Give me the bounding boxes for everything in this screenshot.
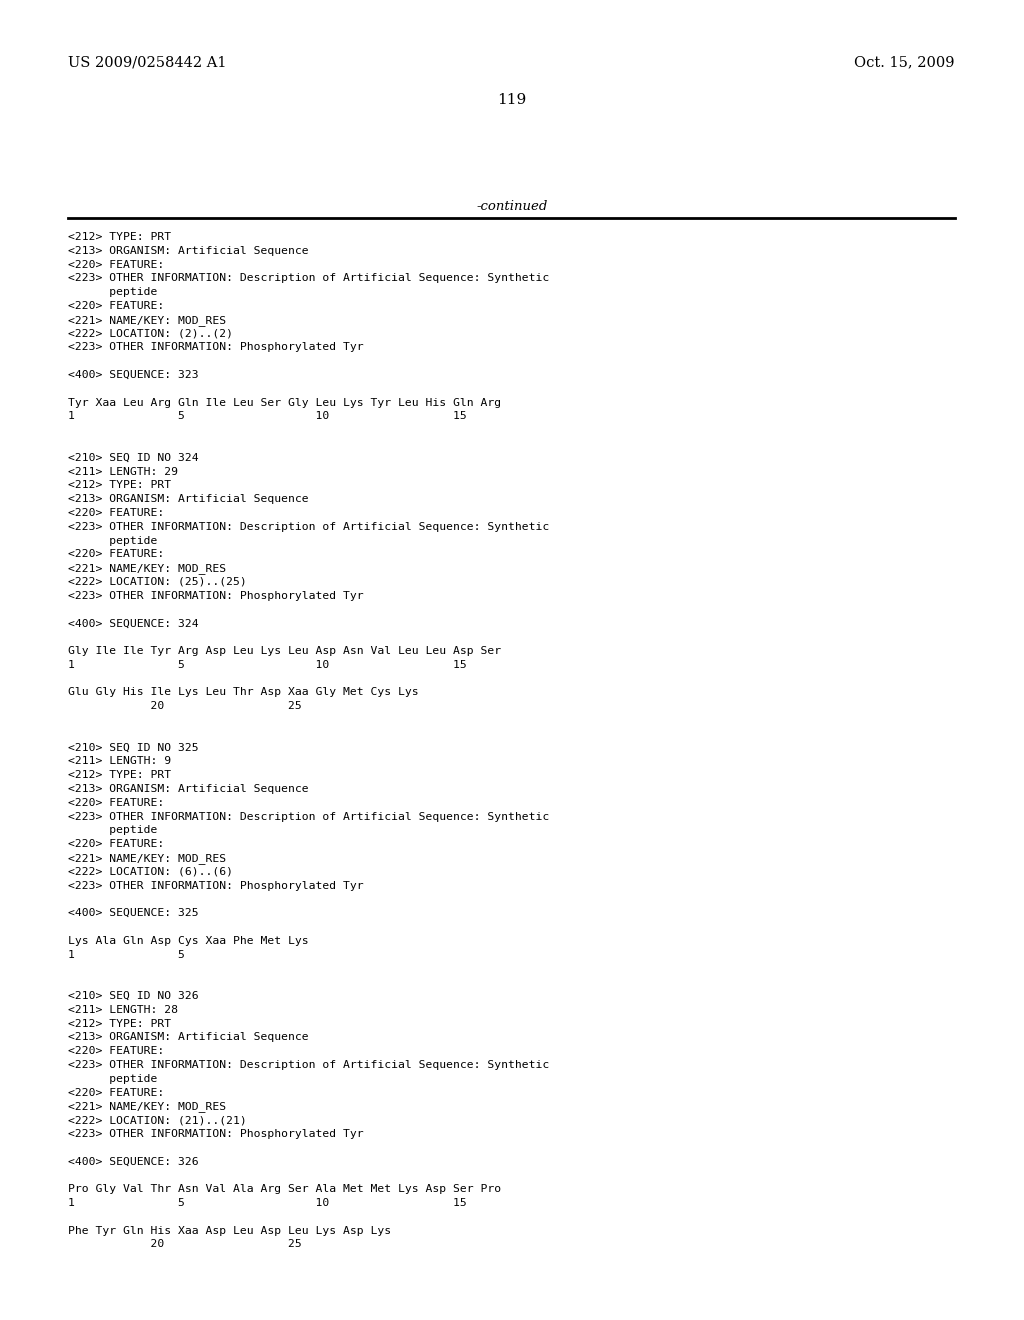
Text: <400> SEQUENCE: 324: <400> SEQUENCE: 324 bbox=[68, 618, 199, 628]
Text: <220> FEATURE:: <220> FEATURE: bbox=[68, 840, 164, 849]
Text: <211> LENGTH: 9: <211> LENGTH: 9 bbox=[68, 756, 171, 767]
Text: Gly Ile Ile Tyr Arg Asp Leu Lys Leu Asp Asn Val Leu Leu Asp Ser: Gly Ile Ile Tyr Arg Asp Leu Lys Leu Asp … bbox=[68, 645, 501, 656]
Text: <212> TYPE: PRT: <212> TYPE: PRT bbox=[68, 1019, 171, 1028]
Text: <222> LOCATION: (21)..(21): <222> LOCATION: (21)..(21) bbox=[68, 1115, 247, 1125]
Text: 1               5                   10                  15: 1 5 10 15 bbox=[68, 412, 467, 421]
Text: <211> LENGTH: 29: <211> LENGTH: 29 bbox=[68, 466, 178, 477]
Text: <213> ORGANISM: Artificial Sequence: <213> ORGANISM: Artificial Sequence bbox=[68, 1032, 308, 1043]
Text: <400> SEQUENCE: 325: <400> SEQUENCE: 325 bbox=[68, 908, 199, 919]
Text: Lys Ala Gln Asp Cys Xaa Phe Met Lys: Lys Ala Gln Asp Cys Xaa Phe Met Lys bbox=[68, 936, 308, 946]
Text: <400> SEQUENCE: 323: <400> SEQUENCE: 323 bbox=[68, 370, 199, 380]
Text: <211> LENGTH: 28: <211> LENGTH: 28 bbox=[68, 1005, 178, 1015]
Text: <221> NAME/KEY: MOD_RES: <221> NAME/KEY: MOD_RES bbox=[68, 1101, 226, 1113]
Text: <220> FEATURE:: <220> FEATURE: bbox=[68, 549, 164, 560]
Text: <213> ORGANISM: Artificial Sequence: <213> ORGANISM: Artificial Sequence bbox=[68, 784, 308, 795]
Text: Glu Gly His Ile Lys Leu Thr Asp Xaa Gly Met Cys Lys: Glu Gly His Ile Lys Leu Thr Asp Xaa Gly … bbox=[68, 688, 419, 697]
Text: US 2009/0258442 A1: US 2009/0258442 A1 bbox=[68, 55, 226, 69]
Text: <223> OTHER INFORMATION: Description of Artificial Sequence: Synthetic: <223> OTHER INFORMATION: Description of … bbox=[68, 1060, 549, 1071]
Text: <223> OTHER INFORMATION: Phosphorylated Tyr: <223> OTHER INFORMATION: Phosphorylated … bbox=[68, 1129, 364, 1139]
Text: <220> FEATURE:: <220> FEATURE: bbox=[68, 1088, 164, 1098]
Text: <222> LOCATION: (2)..(2): <222> LOCATION: (2)..(2) bbox=[68, 329, 233, 339]
Text: <213> ORGANISM: Artificial Sequence: <213> ORGANISM: Artificial Sequence bbox=[68, 494, 308, 504]
Text: peptide: peptide bbox=[68, 1073, 158, 1084]
Text: 20                  25: 20 25 bbox=[68, 1239, 302, 1250]
Text: 119: 119 bbox=[498, 92, 526, 107]
Text: <213> ORGANISM: Artificial Sequence: <213> ORGANISM: Artificial Sequence bbox=[68, 246, 308, 256]
Text: <212> TYPE: PRT: <212> TYPE: PRT bbox=[68, 232, 171, 242]
Text: peptide: peptide bbox=[68, 536, 158, 545]
Text: <212> TYPE: PRT: <212> TYPE: PRT bbox=[68, 480, 171, 491]
Text: <223> OTHER INFORMATION: Phosphorylated Tyr: <223> OTHER INFORMATION: Phosphorylated … bbox=[68, 880, 364, 891]
Text: <223> OTHER INFORMATION: Description of Artificial Sequence: Synthetic: <223> OTHER INFORMATION: Description of … bbox=[68, 521, 549, 532]
Text: <222> LOCATION: (25)..(25): <222> LOCATION: (25)..(25) bbox=[68, 577, 247, 587]
Text: <212> TYPE: PRT: <212> TYPE: PRT bbox=[68, 770, 171, 780]
Text: 1               5: 1 5 bbox=[68, 949, 185, 960]
Text: peptide: peptide bbox=[68, 288, 158, 297]
Text: <220> FEATURE:: <220> FEATURE: bbox=[68, 1047, 164, 1056]
Text: <223> OTHER INFORMATION: Phosphorylated Tyr: <223> OTHER INFORMATION: Phosphorylated … bbox=[68, 591, 364, 601]
Text: Phe Tyr Gln His Xaa Asp Leu Asp Leu Lys Asp Lys: Phe Tyr Gln His Xaa Asp Leu Asp Leu Lys … bbox=[68, 1225, 391, 1236]
Text: Tyr Xaa Leu Arg Gln Ile Leu Ser Gly Leu Lys Tyr Leu His Gln Arg: Tyr Xaa Leu Arg Gln Ile Leu Ser Gly Leu … bbox=[68, 397, 501, 408]
Text: <223> OTHER INFORMATION: Phosphorylated Tyr: <223> OTHER INFORMATION: Phosphorylated … bbox=[68, 342, 364, 352]
Text: -continued: -continued bbox=[476, 201, 548, 213]
Text: <221> NAME/KEY: MOD_RES: <221> NAME/KEY: MOD_RES bbox=[68, 853, 226, 863]
Text: <220> FEATURE:: <220> FEATURE: bbox=[68, 508, 164, 517]
Text: <210> SEQ ID NO 324: <210> SEQ ID NO 324 bbox=[68, 453, 199, 463]
Text: <220> FEATURE:: <220> FEATURE: bbox=[68, 797, 164, 808]
Text: 1               5                   10                  15: 1 5 10 15 bbox=[68, 660, 467, 669]
Text: peptide: peptide bbox=[68, 825, 158, 836]
Text: <221> NAME/KEY: MOD_RES: <221> NAME/KEY: MOD_RES bbox=[68, 564, 226, 574]
Text: Oct. 15, 2009: Oct. 15, 2009 bbox=[854, 55, 955, 69]
Text: <223> OTHER INFORMATION: Description of Artificial Sequence: Synthetic: <223> OTHER INFORMATION: Description of … bbox=[68, 812, 549, 821]
Text: <210> SEQ ID NO 326: <210> SEQ ID NO 326 bbox=[68, 991, 199, 1001]
Text: <223> OTHER INFORMATION: Description of Artificial Sequence: Synthetic: <223> OTHER INFORMATION: Description of … bbox=[68, 273, 549, 284]
Text: <220> FEATURE:: <220> FEATURE: bbox=[68, 301, 164, 312]
Text: <222> LOCATION: (6)..(6): <222> LOCATION: (6)..(6) bbox=[68, 867, 233, 876]
Text: 20                  25: 20 25 bbox=[68, 701, 302, 711]
Text: 1               5                   10                  15: 1 5 10 15 bbox=[68, 1199, 467, 1208]
Text: Pro Gly Val Thr Asn Val Ala Arg Ser Ala Met Met Lys Asp Ser Pro: Pro Gly Val Thr Asn Val Ala Arg Ser Ala … bbox=[68, 1184, 501, 1195]
Text: <210> SEQ ID NO 325: <210> SEQ ID NO 325 bbox=[68, 743, 199, 752]
Text: <400> SEQUENCE: 326: <400> SEQUENCE: 326 bbox=[68, 1156, 199, 1167]
Text: <221> NAME/KEY: MOD_RES: <221> NAME/KEY: MOD_RES bbox=[68, 314, 226, 326]
Text: <220> FEATURE:: <220> FEATURE: bbox=[68, 260, 164, 269]
